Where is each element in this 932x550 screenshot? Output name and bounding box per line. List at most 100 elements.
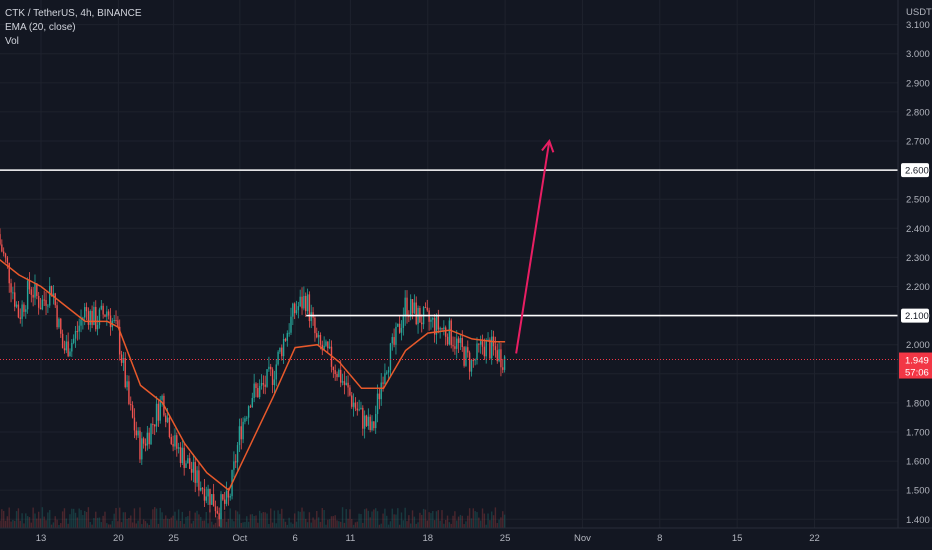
candle-body [430, 319, 432, 322]
candle-body [461, 338, 463, 348]
candle-body [319, 335, 322, 345]
volume-bar [139, 507, 141, 528]
volume-bar [6, 516, 9, 528]
volume-bar [494, 507, 497, 528]
candle-body [170, 437, 172, 444]
symbol-title[interactable]: CTK / TetherUS, 4h, BINANCE [5, 8, 142, 19]
candle-body [308, 294, 311, 322]
volume-bar [37, 511, 40, 528]
projection-arrow[interactable] [515, 138, 555, 354]
candle-body [183, 447, 185, 468]
volume-bar [340, 521, 342, 528]
volume-bar [500, 517, 502, 528]
candle-body [41, 299, 44, 310]
volume-bar [411, 510, 414, 528]
volume-bar [216, 516, 219, 528]
candle-body [474, 359, 476, 361]
candle-body [384, 373, 386, 384]
candle-body [176, 435, 178, 449]
time-axis[interactable]: 13 20 25 Oct 6 11 18 25 Nov 8 15 22 [36, 533, 820, 544]
volume-bar [236, 511, 239, 528]
y-tick-label: 2.400 [906, 224, 930, 235]
candle-body [314, 317, 316, 334]
candle-body [67, 341, 69, 357]
volume-bar [463, 524, 465, 528]
volume-bar [404, 507, 406, 528]
volume-bar [408, 515, 410, 528]
candle-body [89, 310, 91, 325]
candle-body [398, 323, 401, 333]
level-tag [901, 163, 929, 178]
candle-body [282, 338, 285, 357]
candle-body [154, 424, 156, 427]
candle-body [179, 447, 182, 463]
candle-body [325, 341, 327, 346]
volume-bar [290, 522, 292, 528]
candle-body [297, 306, 300, 311]
candle-body [253, 383, 255, 398]
volume-bar [107, 524, 110, 528]
candle-body [82, 317, 84, 320]
volume-bar [76, 517, 79, 528]
volume-bar [60, 523, 62, 528]
candle-body [433, 318, 436, 335]
volume-bar [286, 524, 288, 528]
volume-bar [299, 511, 301, 528]
volume-bar [2, 510, 5, 528]
volume-bar [32, 507, 34, 528]
candle-body [236, 445, 239, 463]
volume-bar [187, 516, 189, 528]
volume-bar [87, 507, 90, 528]
volume-bar [258, 510, 261, 528]
volume-bar [317, 517, 320, 528]
candle-body [54, 293, 56, 306]
volume-bar [19, 520, 21, 528]
volume-bar [1, 509, 3, 528]
volume-bar [95, 511, 97, 528]
candle-body [345, 382, 347, 385]
volume-indicator-label[interactable]: Vol [5, 36, 19, 47]
volume-bar [201, 520, 204, 528]
candle-body [122, 358, 125, 363]
volume-bar [41, 507, 44, 528]
volume-bar [45, 520, 47, 528]
volume-bar [229, 508, 231, 528]
candle-body [467, 347, 469, 353]
volume-bar [36, 518, 38, 528]
volume-bar [130, 515, 132, 528]
volume-bar [111, 520, 114, 528]
candle-body [468, 352, 471, 372]
horizontal-levels[interactable] [0, 169, 898, 317]
volume-bar [310, 522, 312, 528]
ema-indicator-label[interactable]: EMA (20, close) [5, 22, 76, 33]
candle-body [37, 295, 40, 308]
volume-bar [456, 520, 458, 528]
volume-bar [321, 508, 323, 528]
level-tag [901, 308, 929, 323]
candle-body [133, 417, 136, 431]
volume-bar [284, 521, 287, 528]
volume-bar [80, 510, 82, 528]
candle-body [393, 337, 395, 345]
candle-body [494, 346, 497, 351]
volume-bar [479, 520, 482, 528]
volume-bar [417, 522, 419, 528]
volume-bar [262, 512, 265, 528]
x-tick-label: 6 [293, 533, 298, 544]
volume-bar [402, 520, 405, 528]
volume-bar [235, 510, 237, 528]
volume-bar [498, 519, 500, 528]
volume-bar [50, 524, 53, 528]
volume-bar [106, 523, 108, 528]
volume-bar [297, 511, 300, 528]
candle-body [365, 415, 368, 426]
volume-bar [168, 519, 171, 528]
candle-body [2, 251, 5, 254]
candle-body [137, 430, 139, 436]
candle-body [115, 320, 117, 322]
candle-body [478, 343, 480, 345]
candle-body [130, 404, 132, 406]
volume-bar [406, 521, 408, 528]
volume-bar [398, 524, 401, 528]
